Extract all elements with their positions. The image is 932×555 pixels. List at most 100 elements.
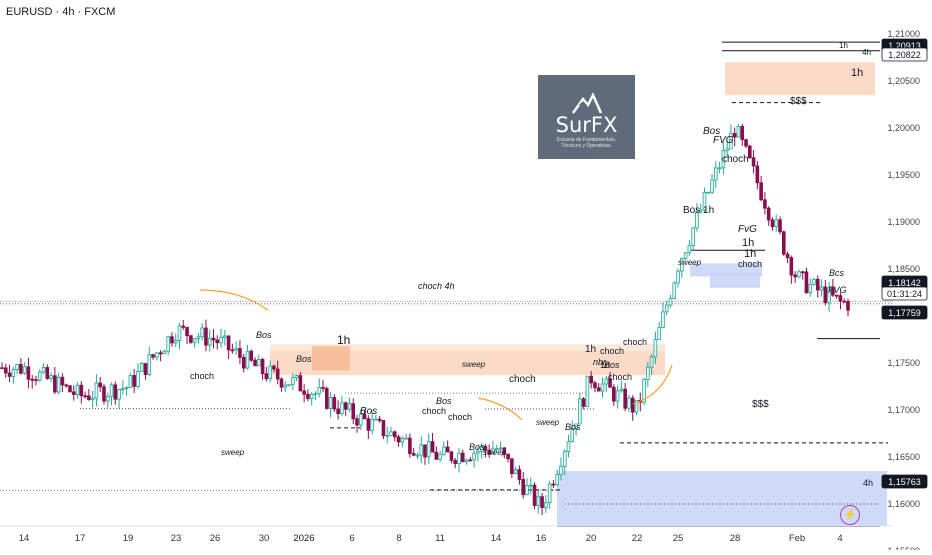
annotation-label: 1h	[839, 41, 848, 50]
candle-body	[173, 340, 178, 344]
annotation-label: Bos	[703, 126, 720, 137]
x-tick-label: 8	[396, 533, 401, 544]
candle-body	[351, 403, 356, 420]
candle-body	[800, 271, 805, 274]
annotation-label: choch	[608, 372, 632, 382]
candle-body	[823, 286, 828, 304]
price-tag-label: 1,18142	[888, 278, 921, 288]
candle-body	[358, 413, 363, 426]
annotation-label: 1h	[744, 248, 756, 260]
candle-body	[430, 441, 435, 453]
candle-body	[536, 496, 541, 506]
candle-body	[49, 375, 53, 379]
price-tag-label: 1,20913	[888, 41, 921, 51]
annotation-label: choch	[738, 259, 762, 269]
candle-body	[79, 384, 84, 397]
candle-body	[170, 336, 174, 344]
annotation-label: choch	[623, 337, 647, 347]
candle-body	[268, 365, 272, 380]
y-tick-label: 1,17000	[887, 405, 920, 415]
candle-body	[649, 356, 654, 368]
candle-body	[729, 133, 733, 150]
candle-body	[124, 387, 129, 389]
candle-body	[147, 354, 152, 375]
annotation-label: Bos 1h	[683, 205, 714, 216]
candle-body	[445, 446, 450, 453]
price-tag	[881, 47, 928, 62]
y-tick-label: 1,17500	[887, 358, 920, 368]
candle-body	[596, 387, 601, 392]
candle-body	[748, 145, 752, 159]
annotation-label: nbr	[593, 357, 607, 367]
candle-body	[155, 352, 159, 358]
candle-body	[185, 326, 189, 337]
candle-body	[321, 387, 325, 389]
candle-body	[695, 211, 699, 229]
candle-body	[544, 502, 548, 509]
candle-body	[260, 359, 265, 375]
arc-curve	[477, 397, 523, 421]
candle-body	[83, 395, 87, 398]
candle-body	[668, 297, 673, 306]
candle-body	[453, 459, 458, 465]
candle-body	[608, 378, 612, 388]
annotation-label: Bos	[604, 360, 620, 370]
candle-body	[151, 354, 155, 358]
lightning-icon[interactable]: ⚡	[840, 505, 860, 525]
logo-name: SurFX	[555, 113, 618, 137]
x-tick-label: 22	[632, 533, 643, 544]
candle-body	[408, 437, 412, 454]
candle-body	[234, 348, 238, 351]
annotation-label: $$$	[790, 96, 807, 107]
y-tick-label: 1,19500	[887, 170, 920, 180]
candle-body	[627, 397, 631, 409]
candle-body	[744, 139, 748, 147]
candle-body	[442, 446, 446, 455]
candle-body	[521, 479, 525, 495]
annotation-label: Bos	[469, 442, 485, 452]
annotation-label: FvG	[738, 224, 757, 235]
candle-body	[494, 448, 499, 451]
candle-body	[815, 278, 820, 291]
candle-body	[117, 389, 121, 400]
annotation-label: Bcs	[829, 268, 845, 278]
annotation-label: choch	[722, 154, 749, 165]
candle-body	[98, 382, 102, 388]
candle-body	[294, 375, 299, 378]
candle-body	[245, 350, 250, 369]
candle-body	[15, 364, 19, 370]
candle-body	[53, 375, 57, 393]
candle-body	[763, 199, 767, 209]
candle-body	[593, 382, 597, 389]
candle-body	[570, 428, 575, 443]
candle-body	[589, 375, 593, 384]
candle-body	[177, 325, 182, 341]
candle-body	[725, 148, 729, 152]
candle-body	[676, 270, 680, 284]
candle-body	[102, 386, 106, 402]
candle-body	[121, 388, 125, 390]
x-tick-label: 20	[586, 533, 597, 544]
candle-body	[834, 294, 839, 297]
surfx-logo: SurFX Escuela de Fundamentals, Técnicos …	[538, 75, 635, 159]
candle-body	[30, 378, 35, 381]
candle-body	[680, 258, 684, 272]
candle-body	[842, 300, 847, 303]
candle-body	[257, 359, 261, 367]
candle-body	[392, 431, 397, 438]
candle-body	[793, 274, 797, 278]
candle-body	[136, 371, 140, 387]
x-tick-label: 28	[730, 533, 741, 544]
candle-body	[313, 393, 318, 395]
candle-body	[207, 337, 212, 346]
candle-body	[449, 451, 454, 461]
x-tick-label: 16	[536, 533, 547, 544]
annotation-label: sweep	[221, 448, 245, 457]
y-tick-label: 1,16000	[887, 499, 920, 509]
candle-body	[612, 386, 616, 402]
price-tag-label: 01:31:24	[887, 289, 922, 299]
y-tick-label: 1,19000	[887, 217, 920, 227]
candle-body	[343, 402, 348, 410]
